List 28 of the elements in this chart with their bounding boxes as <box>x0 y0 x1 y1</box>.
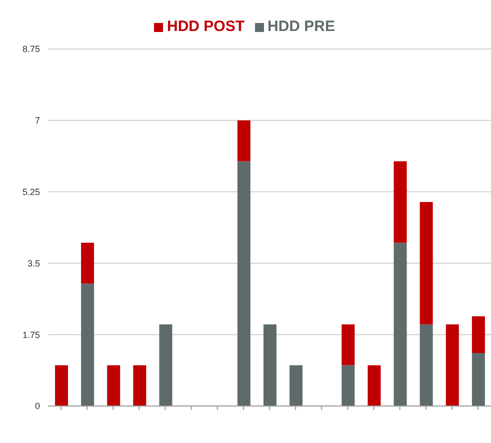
bar <box>472 352 485 406</box>
y-tick-label: 8.75 <box>22 44 40 54</box>
y-tick-label: 3.5 <box>27 258 40 268</box>
bar <box>420 202 433 324</box>
bar <box>290 365 303 406</box>
legend-label: HDD POST <box>166 18 244 35</box>
bar <box>237 161 250 406</box>
bar <box>263 324 276 406</box>
bar <box>420 324 433 406</box>
bar <box>107 365 120 406</box>
y-tick-label: 5.25 <box>22 186 40 197</box>
bar <box>237 120 250 162</box>
bar <box>342 324 355 366</box>
bar <box>394 161 407 243</box>
bar <box>394 242 407 406</box>
bar <box>342 365 355 406</box>
bar <box>55 365 68 406</box>
bar <box>472 316 485 353</box>
bar <box>446 324 459 406</box>
y-tick-label: 1.75 <box>22 330 40 340</box>
legend-label: HDD PRE <box>268 18 336 35</box>
bar <box>81 284 94 406</box>
bar <box>368 365 381 406</box>
y-tick-label: 7 <box>34 116 40 126</box>
bar <box>81 242 94 284</box>
bar <box>159 324 172 406</box>
y-tick-label: 0 <box>34 401 40 412</box>
bar <box>133 365 146 406</box>
